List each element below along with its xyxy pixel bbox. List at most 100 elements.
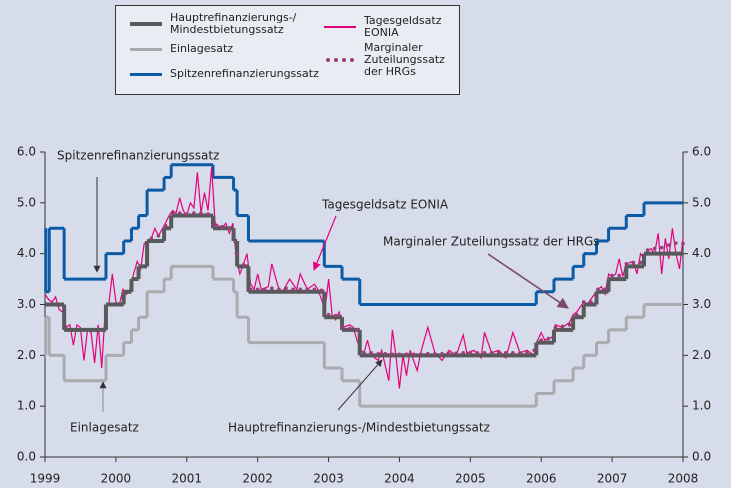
dot [667, 243, 671, 247]
y-tick-label: 6.0 [17, 145, 36, 159]
legend-swatch [130, 43, 162, 55]
dot [298, 287, 303, 292]
dot [355, 328, 359, 332]
legend-item: Hauptrefinanzierungs-/ Mindestbietungssa… [130, 12, 296, 36]
legend-label: Hauptrefinanzierungs-/ Mindestbietungssa… [170, 11, 297, 36]
dot [518, 350, 522, 355]
legend-item: Marginaler Zuteilungssatz der HRGs [324, 42, 459, 78]
dot [539, 338, 544, 342]
legend-swatch [324, 21, 356, 33]
dot [418, 352, 423, 357]
dot [220, 224, 225, 229]
dot [305, 287, 310, 292]
dot [184, 212, 189, 216]
y2-tick-label: 0.0 [692, 450, 711, 464]
dot [631, 261, 636, 265]
annotation: Marginaler Zuteilungssatz der HRGs [383, 235, 600, 249]
plot: 0.0 1.0 2.0 3.0 4.0 5.0 6.0 0.0 1.0 2.0 3.0 4.0 5.0 6… [17, 145, 711, 486]
legend-item: Tagesgeldsatz EONIA [324, 15, 459, 39]
x-tick-label: 2008 [668, 472, 699, 486]
dot [213, 223, 217, 228]
y-tick-label: 5.0 [17, 195, 36, 209]
y-tick-label: 1.0 [17, 399, 36, 413]
y2-tick-label: 1.0 [692, 399, 711, 413]
dot [624, 262, 629, 266]
dot [525, 350, 529, 355]
dot [461, 350, 466, 355]
dot [546, 336, 551, 341]
dot [589, 300, 593, 304]
legend-line [130, 72, 162, 76]
dot [340, 325, 345, 330]
legend-swatch [324, 54, 356, 66]
dot [567, 323, 572, 327]
dot [362, 350, 366, 355]
x-tick-label: 2006 [526, 472, 557, 486]
dot [291, 287, 295, 292]
legend-label: Marginaler Zuteilungssatz der HRGs [364, 41, 445, 78]
dot [638, 260, 643, 265]
y-tick-label: 0.0 [17, 450, 36, 464]
dot [596, 287, 600, 292]
dot [284, 286, 288, 291]
dot [255, 287, 260, 292]
dot [319, 288, 324, 293]
dot [503, 350, 508, 355]
x-tick-label: 2003 [313, 472, 344, 486]
x-tick-label: 2002 [242, 472, 273, 486]
legend: Hauptrefinanzierungs-/ Mindestbietungssa… [115, 5, 460, 95]
dot [227, 226, 232, 231]
arrow [337, 359, 383, 411]
dot [553, 325, 558, 330]
dot [333, 313, 338, 318]
annotation: Spitzenrefinanzierungssatz [57, 149, 219, 163]
dot [433, 352, 437, 356]
dot [149, 236, 154, 241]
legend-item: Einlagesatz [130, 43, 233, 55]
dot [574, 312, 579, 317]
x-tick-label: 2005 [455, 472, 486, 486]
dot [348, 326, 352, 331]
dot [489, 350, 494, 355]
dot [447, 352, 451, 356]
dot [659, 245, 664, 250]
dot [603, 287, 607, 292]
legend-line [130, 22, 162, 26]
dot [199, 211, 203, 215]
dot [397, 352, 402, 357]
dot [482, 350, 487, 355]
legend-label: Spitzenrefinanzierungssatz [170, 67, 319, 80]
dot [262, 287, 267, 292]
annotation: Tagesgeldsatz EONIA [321, 198, 449, 212]
x-tick-label: 2007 [597, 472, 628, 486]
legend-label: Einlagesatz [170, 42, 234, 55]
annotation: Hauptrefinanzierungs-/Mindestbietungssat… [228, 421, 490, 435]
dot [610, 273, 614, 278]
legend-dot [342, 58, 346, 62]
dot [645, 248, 650, 252]
dot [411, 352, 416, 357]
dot [681, 241, 685, 246]
dot [234, 251, 239, 256]
dot [312, 287, 317, 292]
legend-dot [326, 58, 330, 62]
dot [496, 350, 501, 355]
dot [241, 263, 246, 267]
dot [390, 352, 395, 357]
legend-dot [350, 58, 354, 62]
legend-swatch [130, 68, 162, 80]
legend-line [130, 47, 162, 51]
dot [652, 246, 657, 251]
legend-swatch [130, 18, 162, 30]
dot [440, 352, 444, 356]
x-tick-label: 1999 [30, 472, 61, 486]
y-tick-label: 3.0 [17, 297, 36, 311]
y2-tick-label: 2.0 [692, 348, 711, 362]
dot [376, 352, 380, 356]
dot [404, 352, 409, 357]
arrow [312, 215, 337, 271]
dot [475, 350, 480, 355]
legend-label: Tagesgeldsatz EONIA [364, 14, 442, 39]
dot [454, 351, 458, 356]
